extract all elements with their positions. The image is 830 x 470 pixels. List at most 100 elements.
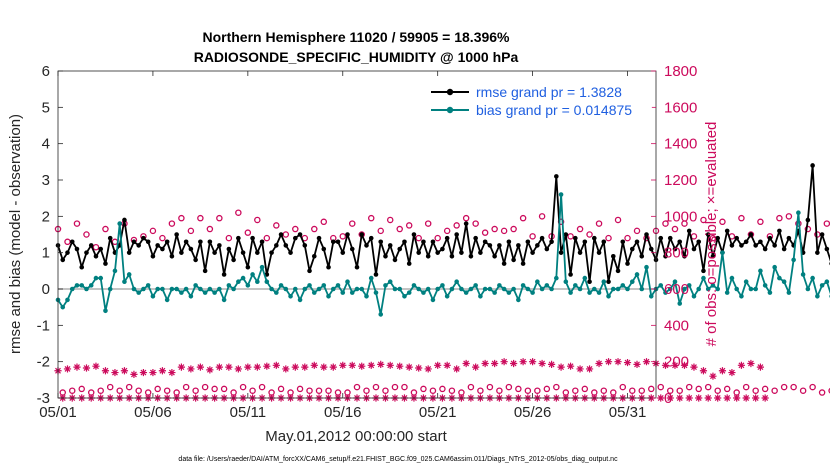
obs-evaluated-point [348, 361, 356, 369]
x-tick-label: 05/16 [324, 404, 362, 421]
rmse-point [682, 253, 687, 259]
rmse-point [463, 221, 469, 226]
rmse-point [155, 243, 160, 248]
bias-point [278, 283, 284, 288]
obs-evaluated-point [761, 394, 769, 402]
rmse-point [705, 232, 711, 237]
rmse-point [84, 250, 89, 255]
y-tick-label: 3 [42, 172, 50, 189]
obs-possible-point [83, 231, 90, 238]
obs-possible-point [828, 387, 830, 394]
obs-possible-point [315, 387, 323, 394]
bias-point [454, 279, 459, 285]
obs-possible-point [154, 385, 161, 393]
obs-evaluated-point [657, 394, 665, 402]
rmse-point [198, 239, 203, 245]
obs-evaluated-point [557, 363, 565, 371]
obs-evaluated-point [614, 358, 622, 366]
tick-layer: 05/01 05/06 05/11 05/16 05/21 05/26 05/31 -3 -2 -… [37, 63, 698, 421]
bias-point [207, 286, 213, 292]
obs-possible-point [747, 231, 755, 238]
rmse-point [330, 239, 336, 245]
obs-possible-point [391, 383, 399, 391]
y-right-tick-label: 800 [664, 245, 689, 262]
obs-evaluated-point [101, 367, 110, 375]
bias-point [373, 290, 379, 295]
obs-possible-point [434, 234, 441, 242]
rmse-point [501, 261, 507, 266]
legend-rmse-label: rmse grand pr = 1.3828 [476, 84, 622, 100]
rmse-point [383, 253, 388, 259]
bias-point [748, 286, 754, 292]
bias-point [84, 286, 89, 292]
bias-point [620, 283, 626, 288]
obs-possible-point [500, 227, 508, 235]
rmse-point [658, 235, 664, 241]
x-tick-label: 05/31 [609, 404, 647, 421]
bias-point [112, 268, 118, 274]
rmse-point [107, 235, 113, 241]
obs-possible-point [605, 234, 612, 242]
bias-point [179, 290, 184, 295]
y-tick-label: 1 [42, 245, 50, 262]
rmse-point [634, 239, 640, 245]
bias-point [667, 286, 673, 292]
obs-possible-point [254, 216, 261, 224]
rmse-point [293, 235, 298, 241]
bias-point [387, 279, 393, 285]
obs-evaluated-point [500, 358, 508, 366]
bias-point [349, 290, 355, 295]
obs-evaluated-point [63, 365, 72, 373]
obs-possible-point [439, 385, 446, 393]
obs-evaluated-point [396, 362, 404, 370]
y-tick-label: 2 [42, 208, 50, 225]
bias-point [440, 283, 445, 288]
bias-point [639, 286, 645, 292]
bias-point [686, 283, 692, 288]
rmse-point [259, 239, 265, 245]
chart-title: Northern Hemisphere 11020 / 59905 = 18.3… [202, 29, 510, 45]
rmse-point [558, 250, 564, 255]
obs-possible-point [671, 225, 679, 233]
obs-possible-point [491, 225, 498, 233]
y-tick-label: 6 [42, 63, 50, 80]
rmse-point [530, 250, 535, 255]
rmse-point [629, 246, 635, 252]
obs-evaluated-point [92, 362, 100, 370]
obs-evaluated-point [73, 363, 81, 371]
obs-possible-point [73, 220, 81, 227]
bias-point [378, 312, 384, 317]
obs-possible-point [97, 387, 104, 394]
rmse-point [440, 246, 445, 252]
obs-possible-point [624, 234, 631, 242]
rmse-point [183, 239, 189, 245]
obs-possible-point [666, 387, 674, 394]
rmse-point [145, 239, 151, 245]
bias-point [288, 293, 293, 299]
obs-evaluated-point [472, 363, 480, 371]
obs-possible-point [714, 387, 721, 394]
rmse-point [425, 253, 431, 259]
bias-point [274, 290, 279, 295]
y-axis-right-label: # of obs: o=possible; ×=evaluated [703, 122, 720, 347]
obs-possible-point [377, 227, 384, 235]
bias-point [198, 286, 203, 292]
bias-point [629, 279, 635, 285]
bias-point [691, 293, 697, 299]
obs-possible-point [790, 383, 797, 391]
rmse-point [762, 246, 768, 252]
rmse-point [359, 232, 365, 237]
bias-point [264, 279, 270, 285]
obs-possible-point [823, 220, 830, 227]
obs-evaluated-point [329, 363, 337, 371]
obs-evaluated-point [733, 394, 741, 402]
obs-evaluated-point [415, 364, 423, 372]
rmse-point [302, 243, 308, 248]
bias-point [250, 272, 255, 277]
rmse-point [667, 235, 673, 241]
chart-subtitle: RADIOSONDE_SPECIFIC_HUMIDITY @ 1000 hPa [194, 49, 519, 65]
bias-point [758, 268, 763, 274]
bias-point [573, 283, 578, 288]
obs-possible-point [496, 387, 503, 394]
x-axis-label: May.01,2012 00:00:00 start [265, 428, 447, 445]
